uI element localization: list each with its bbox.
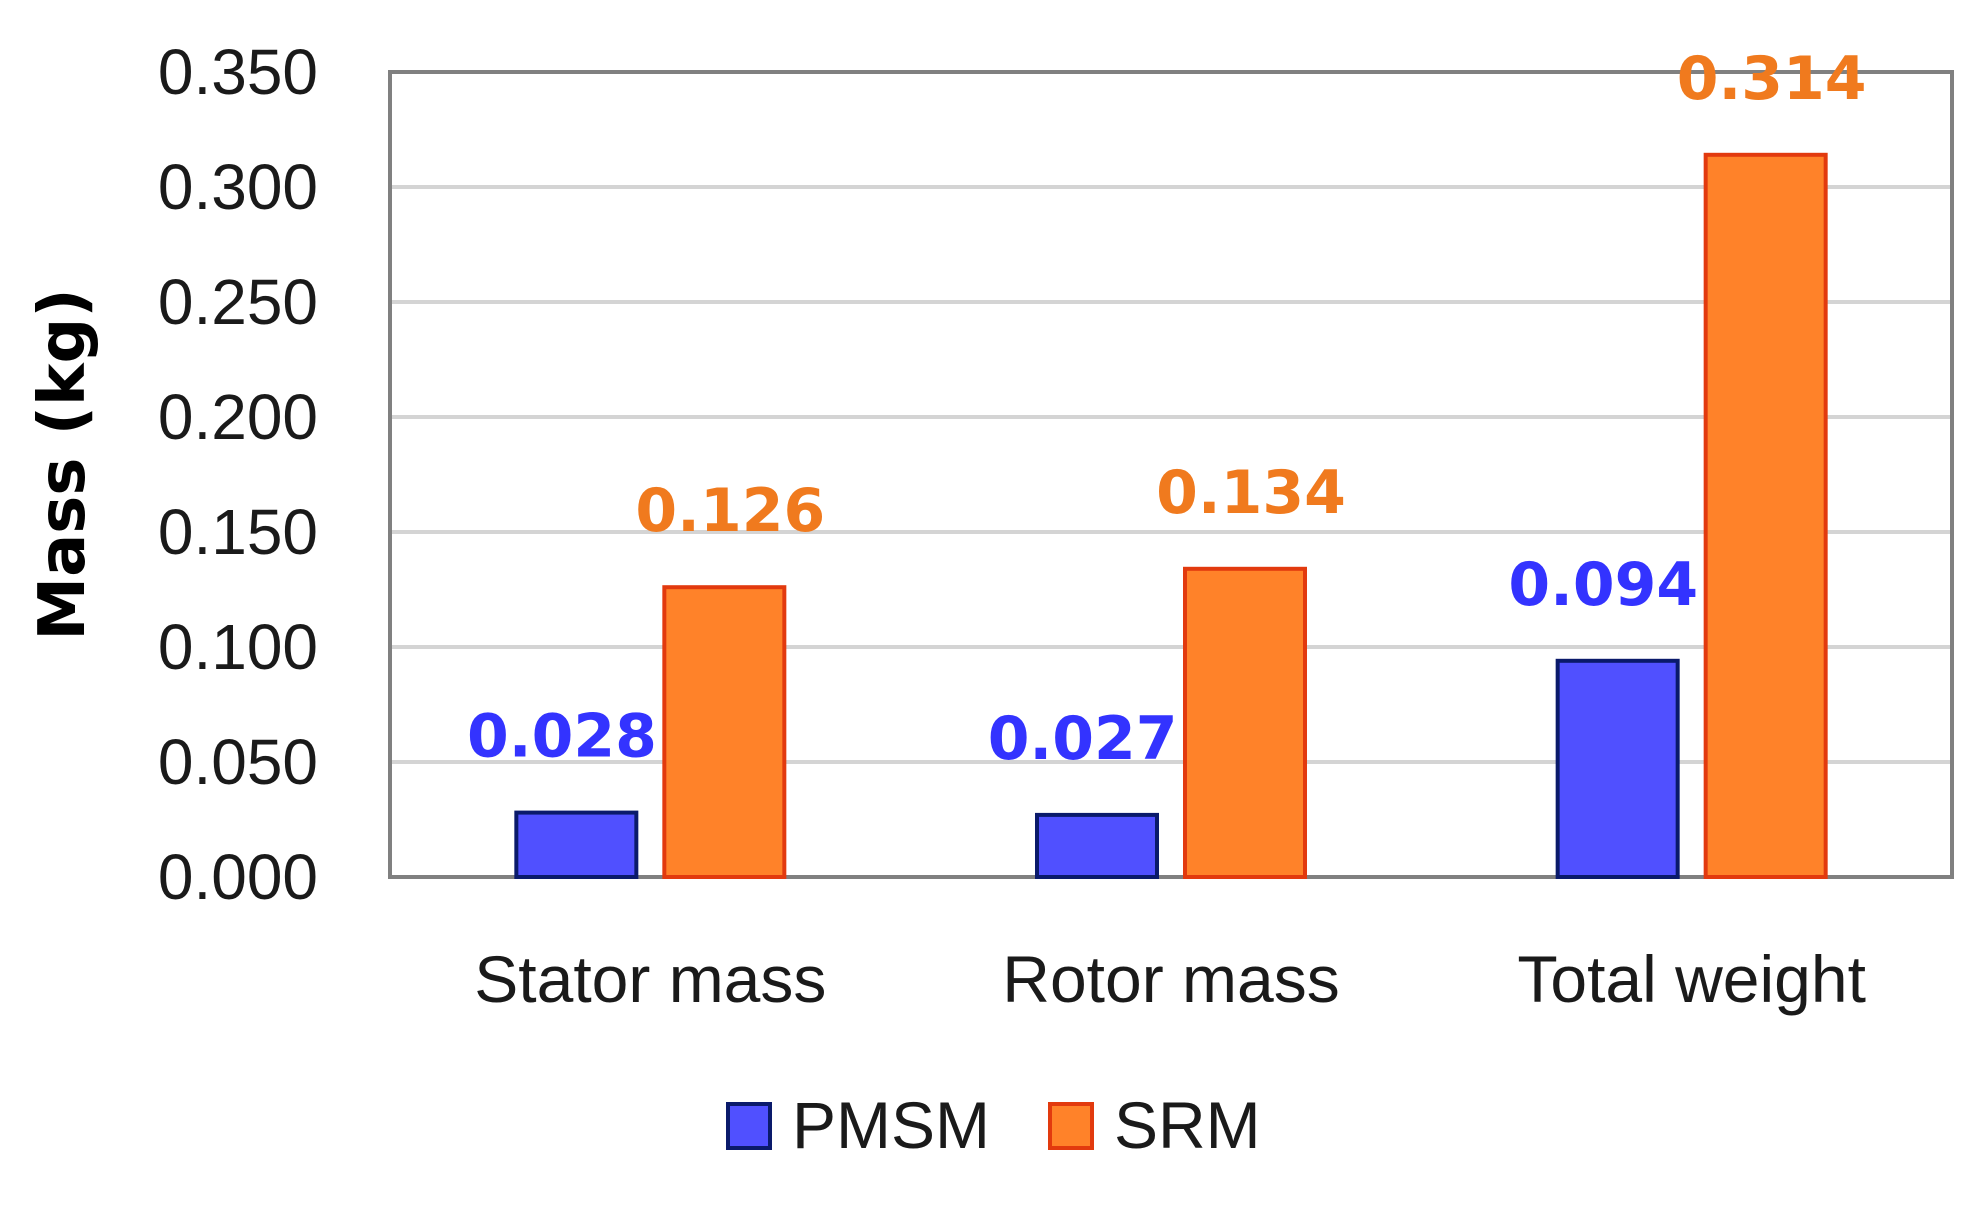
- y-tick-label: 0.350: [158, 36, 318, 108]
- legend-label-srm: SRM: [1114, 1088, 1261, 1162]
- y-tick-label: 0.100: [158, 611, 318, 683]
- bar-srm: [662, 585, 787, 879]
- bar-srm: [1703, 152, 1828, 880]
- x-category-label: Stator mass: [474, 942, 826, 1016]
- x-axis-categories: Stator mass Rotor mass Total weight: [474, 942, 1866, 1016]
- y-tick-label: 0.200: [158, 381, 318, 453]
- data-label: 0.028: [467, 702, 657, 772]
- legend: PMSM SRM: [726, 1088, 1261, 1162]
- bar-pmsm: [514, 810, 639, 879]
- legend-swatch-srm: [1048, 1102, 1094, 1150]
- y-axis-ticks: 0.000 0.050 0.100 0.150 0.200 0.250 0.300 0.350: [158, 36, 318, 913]
- gridlines: [390, 185, 1952, 764]
- y-tick-label: 0.250: [158, 266, 318, 338]
- data-label: 0.126: [635, 476, 825, 546]
- data-label: 0.027: [988, 704, 1178, 774]
- bar-srm: [1183, 566, 1307, 879]
- y-tick-label: 0.050: [158, 726, 318, 798]
- legend-label-pmsm: PMSM: [792, 1088, 990, 1162]
- x-category-label: Rotor mass: [1002, 942, 1339, 1016]
- bar-pmsm: [1035, 812, 1159, 880]
- data-label: 0.094: [1508, 550, 1698, 620]
- x-category-label: Total weight: [1517, 942, 1866, 1016]
- y-tick-label: 0.000: [158, 841, 318, 913]
- data-label: 0.314: [1677, 44, 1867, 114]
- plot-area-frame: [388, 70, 1954, 879]
- bars: [514, 152, 1828, 880]
- y-tick-label: 0.300: [158, 151, 318, 223]
- y-tick-label: 0.150: [158, 496, 318, 568]
- data-label: 0.134: [1156, 458, 1346, 528]
- legend-swatch-pmsm: [726, 1102, 772, 1150]
- y-axis-label: Mass (kg): [26, 288, 100, 640]
- bar-pmsm: [1555, 658, 1680, 879]
- data-labels: 0.028 0.126 0.027 0.134 0.094 0.314: [467, 44, 1867, 774]
